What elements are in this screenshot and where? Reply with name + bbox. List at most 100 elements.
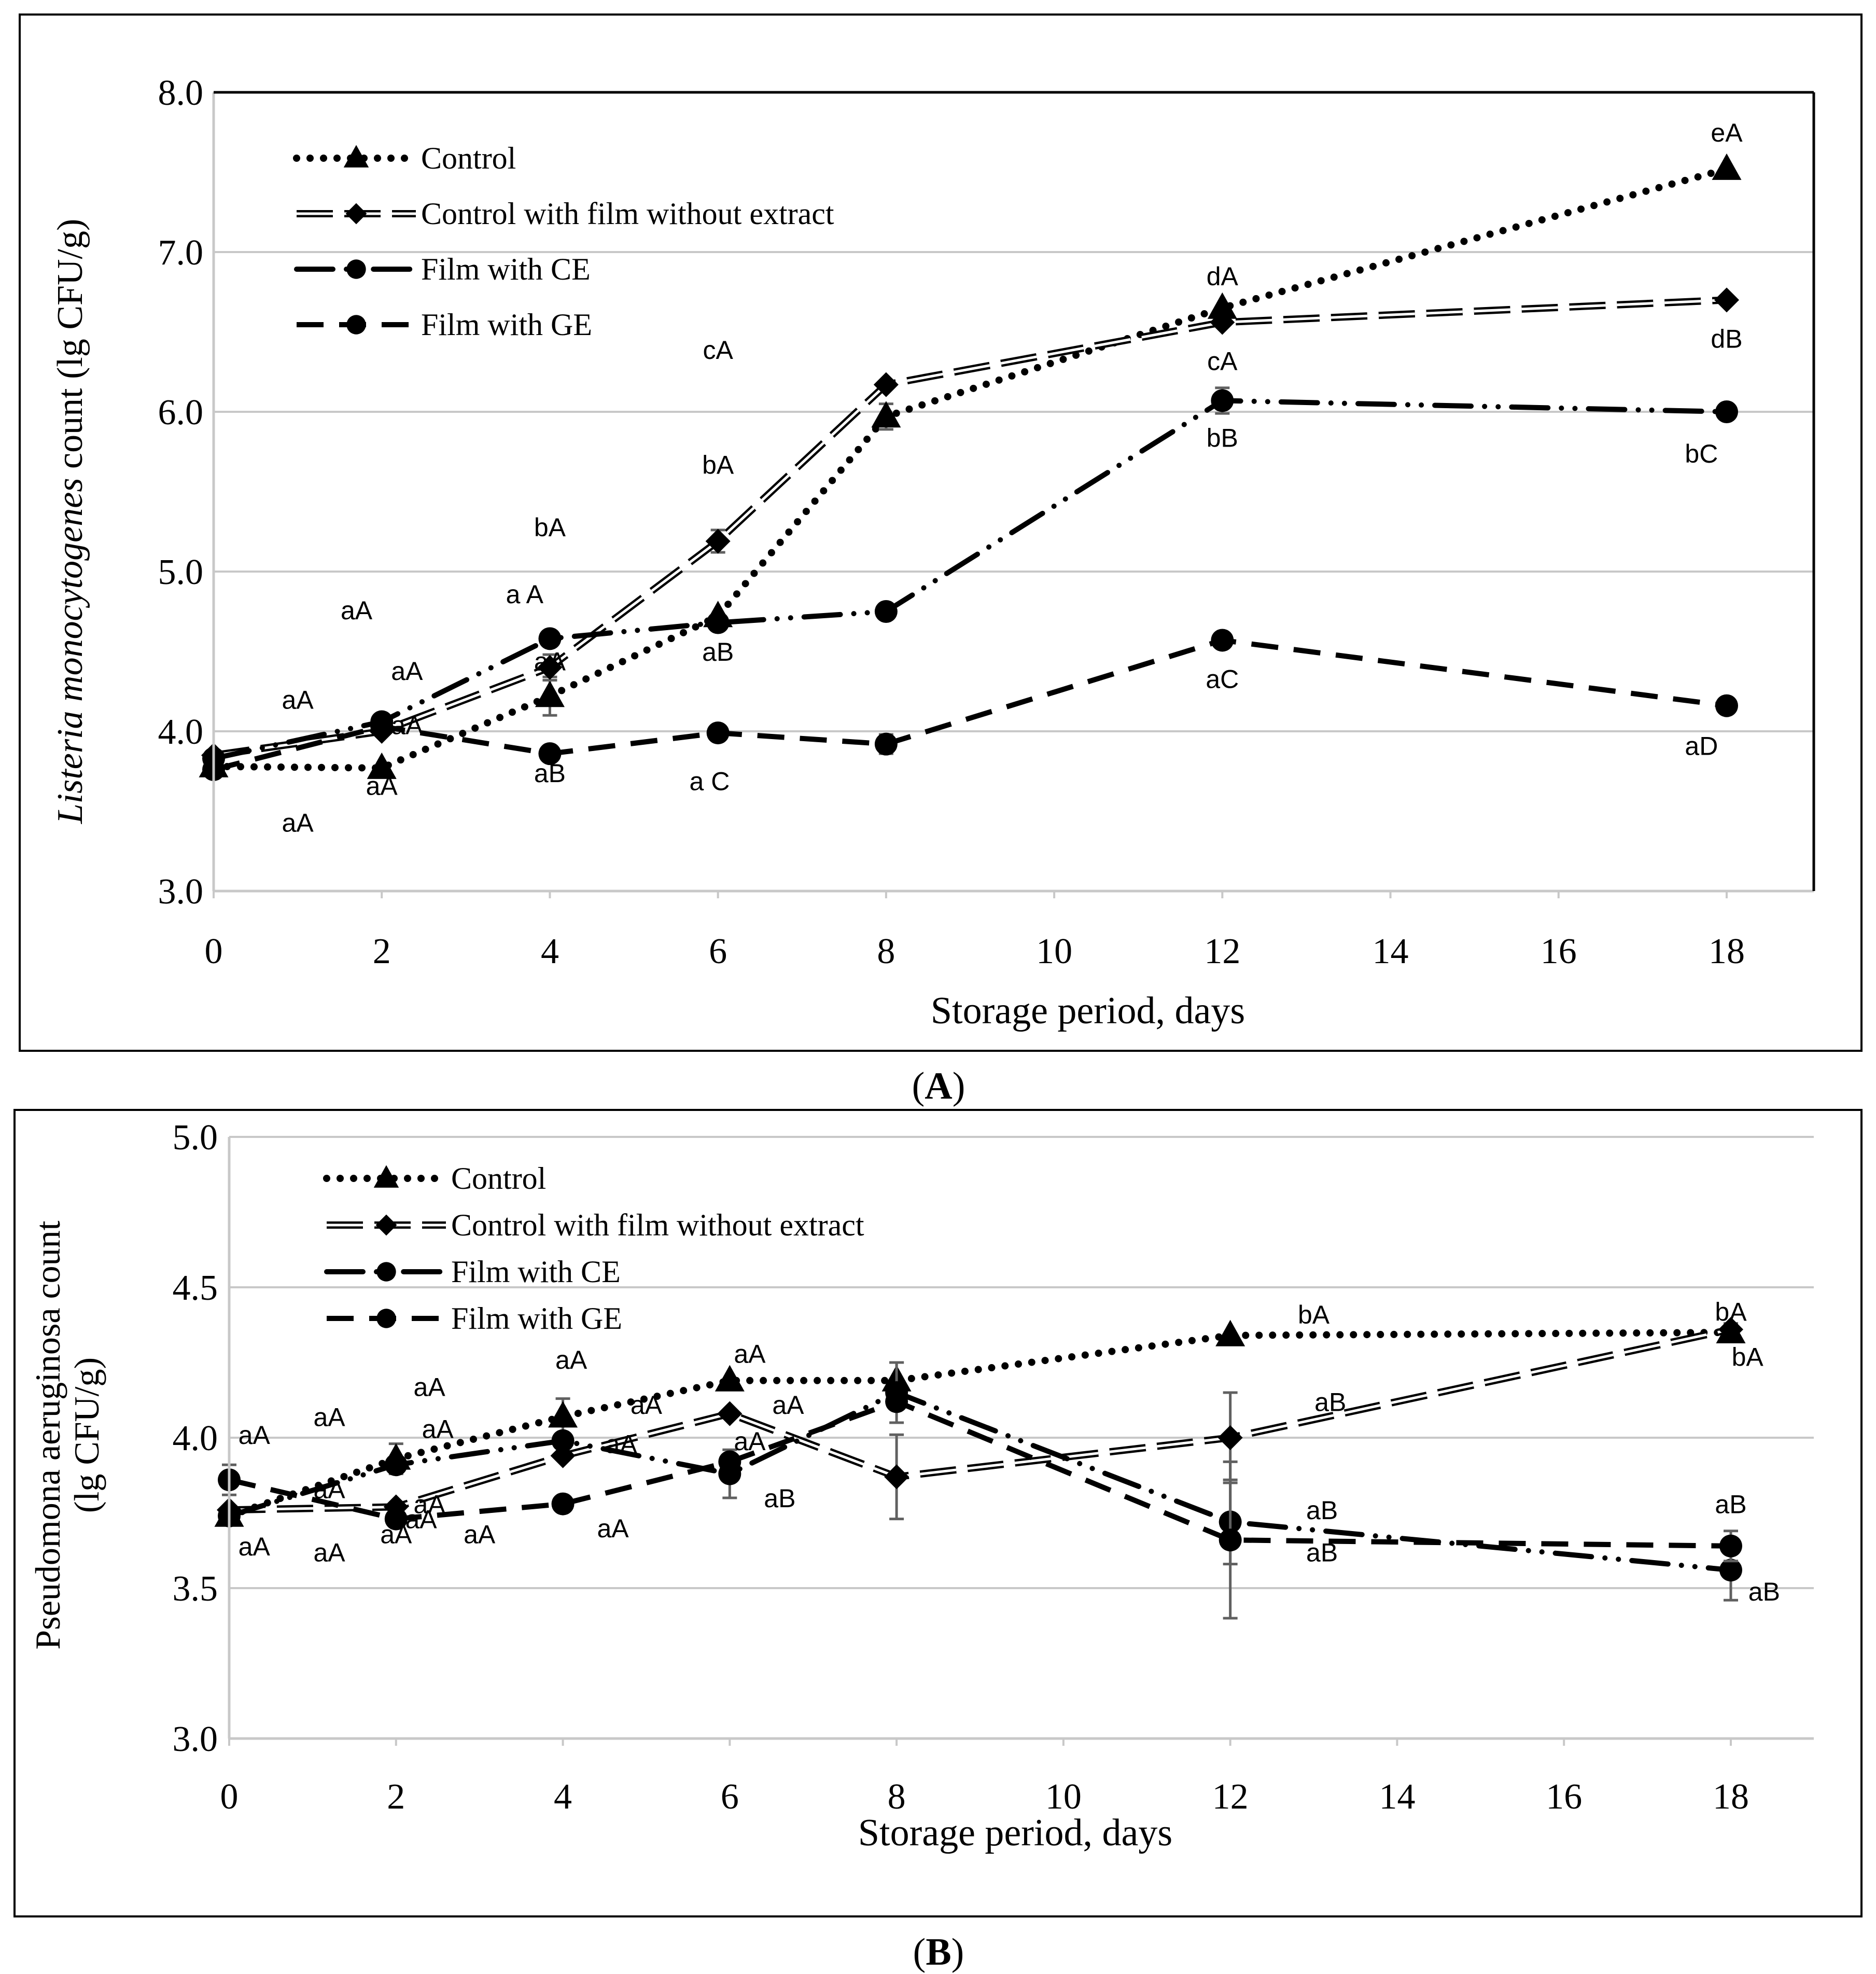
panel-b-legend-item-control-with-film-without-extract-marker <box>375 1214 397 1236</box>
panel-b-x-tick-label-4: 8 <box>888 1777 906 1817</box>
panel-b-legend-item-control: Control <box>323 1161 546 1195</box>
panel-b-series-film-with-ge-point-5 <box>1219 1528 1242 1552</box>
panel-a-legend-item-control: Control <box>293 141 516 175</box>
panel-b-annotation-23: bA <box>1715 1297 1747 1326</box>
panel-b-series <box>214 1317 1746 1620</box>
panel-a-annotation-20: bC <box>1685 439 1718 468</box>
panel-b-annotation-2: aA <box>313 1538 345 1567</box>
panel-b-legend-item-control-with-film-without-extract-label: Control with film without extract <box>451 1208 864 1242</box>
panel-b-x-tick-label-2: 4 <box>554 1777 572 1817</box>
panel-a-legend-item-control-marker <box>343 145 369 168</box>
panel-a-y-tick-label-1: 4.0 <box>158 712 204 752</box>
panel-a-annotation-3: bA <box>534 513 566 542</box>
panel-b-legend-item-control-marker <box>373 1165 399 1188</box>
panel-a-annotation-10: aA <box>366 772 398 801</box>
panel-a-x-tick-label-0: 0 <box>205 932 223 971</box>
panel-b-x-tick-label-7: 14 <box>1379 1777 1415 1817</box>
panel-b-tick-labels: 3.0 3.5 4.0 4.5 5.0 0 2 4 6 8 10 12 14 16 18 <box>173 1118 1749 1817</box>
panel-a-annotation-12: aB <box>534 759 566 788</box>
panel-a-series-film-with-ce-point-6 <box>1715 400 1738 423</box>
panel-a-series-film-with-ge-point-3 <box>706 721 730 745</box>
panel-a-annotation-21: aD <box>1685 732 1718 761</box>
panel-a-x-tick-label-3: 6 <box>709 932 727 971</box>
panel-a-series-control-point-6 <box>1712 153 1742 180</box>
panel-a-x-tick-label-4: 8 <box>877 932 895 971</box>
panel-b-series-control-with-film-without-extract-point-3 <box>717 1401 743 1426</box>
panel-b-annotation-16: aA <box>772 1391 804 1420</box>
panel-a-annotation-11: aA <box>534 647 566 676</box>
panel-b-x-axis-label: Storage period, days <box>858 1812 1172 1854</box>
panel-a-legend: Control Control with film without extract… <box>293 141 834 342</box>
panel-a-legend-item-control-with-film-without-extract: Control with film without extract <box>297 197 834 231</box>
panel-b-series-film-with-ge-point-2 <box>551 1492 575 1516</box>
panel-a-annotation-1: dA <box>1207 262 1239 291</box>
panel-b-annotation-24: bA <box>1732 1342 1764 1371</box>
panel-a-annotation-6: aA <box>282 685 314 714</box>
panel-a-legend-item-film-with-ce-marker <box>346 259 366 279</box>
panel-b-annotation-18: aB <box>764 1484 795 1513</box>
panel-b-annotation-3: aA <box>313 1402 345 1431</box>
panel-a-series <box>199 153 1742 781</box>
panel-b-x-tick-label-1: 2 <box>387 1777 405 1817</box>
panel-a-series-film-with-ge-point-4 <box>874 732 898 756</box>
panel-b-y-tick-label-0: 3.0 <box>173 1719 218 1759</box>
panel-a-series-control-with-film-without-extract-point-5 <box>1210 310 1235 335</box>
panel-a-legend-item-film-with-ge-label: Film with GE <box>421 308 592 342</box>
panel-b-y-tick-label-2: 4.0 <box>173 1419 218 1458</box>
panel-b-legend-item-control-with-film-without-extract: Control with film without extract <box>327 1208 864 1242</box>
panel-b-caption-letter: B <box>926 1931 951 1973</box>
panel-b-gridlines <box>229 1136 1814 1589</box>
panel-a-caption-letter: A <box>925 1065 952 1107</box>
panel-a-x-tick-label-8: 16 <box>1541 932 1577 971</box>
panel-b-legend-item-film-with-ce: Film with CE <box>324 1255 621 1289</box>
panel-b-y-axis-label-line2: (lg CFU/g) <box>67 1357 106 1513</box>
panel-b-frame <box>13 1109 1863 1917</box>
panel-b-annotation-9: aA <box>414 1490 446 1519</box>
panel-b-x-tick-label-0: 0 <box>220 1777 239 1817</box>
panel-a-y-tick-label-3: 6.0 <box>158 393 204 433</box>
panel-a-annotation-13: aB <box>702 637 734 666</box>
panel-a-y-label-rest: count (lg CFU/g) <box>50 219 90 478</box>
panel-a-y-label-italic: Listeria monocytogenes <box>50 478 90 824</box>
panel-b-series-control-with-film-without-extract-point-6 <box>1718 1317 1743 1342</box>
panel-b-y-tick-label-4: 5.0 <box>173 1118 218 1158</box>
panel-b-series-film-with-ge-point-6 <box>1719 1534 1742 1558</box>
chart-panel-a: 3.0 4.0 5.0 6.0 7.0 8.0 0 2 4 6 8 10 12 14 16 18 eA dA cA… <box>19 13 1863 1052</box>
panel-a-caption: (A) <box>912 1065 965 1107</box>
panel-a-series-control-with-film-without-extract-point-6 <box>1714 287 1739 313</box>
panel-a-series-control-with-film-without-extract-point-3 <box>705 529 731 554</box>
panel-b-annotation-7: aA <box>414 1372 446 1401</box>
panel-a-frame <box>19 13 1863 1052</box>
panel-a-legend-item-control-with-film-without-extract-marker <box>345 203 367 225</box>
panel-b-series-control-with-film-without-extract-point-4 <box>884 1464 909 1490</box>
panel-b-annotation-19: bA <box>1298 1300 1330 1329</box>
panel-b-series-control-point-2 <box>548 1401 578 1428</box>
panel-b-annotation-10: aA <box>464 1520 496 1549</box>
panel-b-legend-item-film-with-ge-label: Film with GE <box>451 1301 622 1336</box>
panel-b-annotation-12: aA <box>631 1391 663 1420</box>
panel-a-series-film-with-ge-point-5 <box>1211 629 1234 652</box>
panel-b-annotation-11: aA <box>555 1345 587 1374</box>
panel-a-x-tick-label-2: 4 <box>541 932 559 971</box>
panel-a-series-film-with-ge-point-1 <box>370 715 394 738</box>
panel-a-x-tick-label-1: 2 <box>373 932 391 971</box>
panel-a-series-control-point-1 <box>367 752 397 779</box>
panel-b-series-film-with-ge-point-1 <box>384 1507 408 1531</box>
panel-b-axes <box>228 1137 1814 1746</box>
panel-b-caption: (B) <box>913 1931 964 1973</box>
panel-b-x-tick-label-8: 16 <box>1546 1777 1582 1817</box>
panel-b-annotation-15: aA <box>734 1340 766 1369</box>
panel-b-annotation-14: aA <box>597 1514 629 1543</box>
panel-b-legend-item-film-with-ge-marker <box>376 1309 396 1328</box>
panel-b-x-tick-label-9: 18 <box>1713 1777 1749 1817</box>
panel-a-y-tick-label-4: 7.0 <box>158 233 204 273</box>
panel-b-series-film-with-ce-point-1 <box>384 1453 408 1477</box>
panel-a-x-tick-label-6: 12 <box>1204 932 1240 971</box>
panel-a-annotation-15: a C <box>690 767 730 796</box>
panel-b-series-control-with-film-without-extract-point-5 <box>1217 1425 1243 1450</box>
panel-b-series-control-point-5 <box>1215 1319 1245 1346</box>
panel-a-x-axis-label: Storage period, days <box>931 990 1245 1032</box>
panel-a-legend-item-film-with-ge-marker <box>346 315 366 335</box>
panel-b-annotation-22: aB <box>1306 1538 1338 1567</box>
